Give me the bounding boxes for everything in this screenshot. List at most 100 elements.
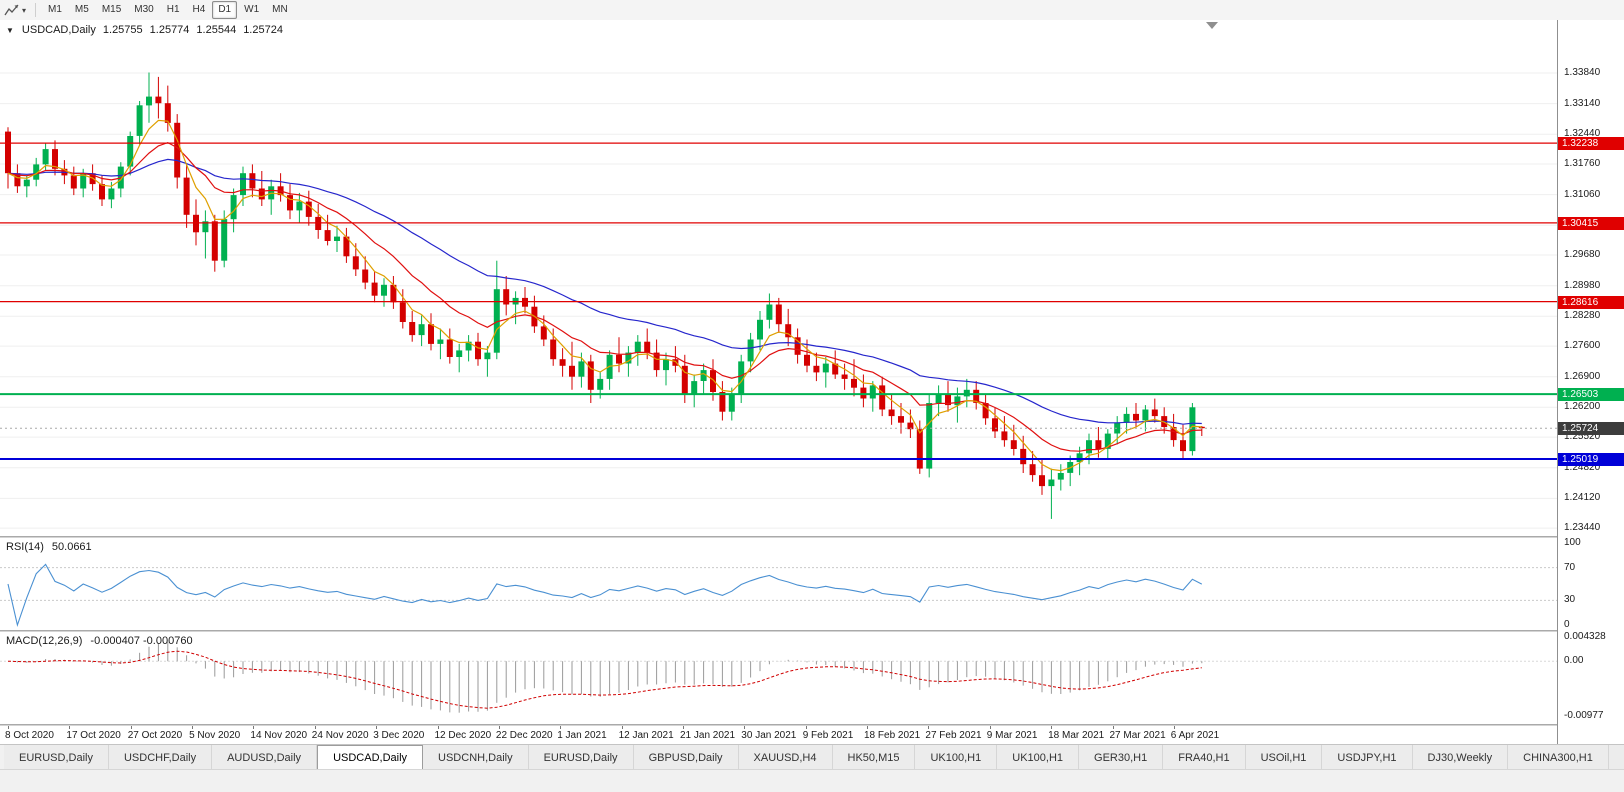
ma-line-fast[interactable] <box>7 119 1202 472</box>
chart-shift-marker-icon[interactable] <box>1206 22 1218 29</box>
candle-body <box>540 326 547 340</box>
macd-canvas[interactable] <box>0 632 1557 724</box>
symbol-tab-6-gbpusd-daily[interactable]: GBPUSD,Daily <box>633 745 739 770</box>
rsi-tick-label: 30 <box>1564 594 1576 606</box>
symbol-tab-11-ger30-h1[interactable]: GER30,H1 <box>1079 745 1164 770</box>
macd-label[interactable]: MACD(12,26,9) -0.000407 -0.000760 <box>6 635 193 647</box>
chevron-down-icon[interactable]: ▾ <box>22 5 27 15</box>
symbol-tab-0-eurusd-daily[interactable]: EURUSD,Daily <box>4 745 109 770</box>
panel-splitter[interactable] <box>0 536 1624 539</box>
candle-body <box>522 297 528 307</box>
candle-body <box>390 284 397 303</box>
symbol-tab-9-uk100-h1[interactable]: UK100,H1 <box>915 745 998 770</box>
rsi-panel[interactable]: RSI(14) 50.0661 <box>0 538 1557 630</box>
candle-body <box>146 96 152 106</box>
candle-body <box>945 394 951 406</box>
price-tick-label: 1.33840 <box>1564 67 1601 78</box>
candle-body <box>813 365 820 373</box>
price-tag-1-28616[interactable]: 1.28616 <box>1558 295 1624 309</box>
charts-icon-glyph <box>4 4 19 16</box>
candle-body <box>804 354 810 366</box>
symbol-tab-14-usdjpy-h1[interactable]: USDJPY,H1 <box>1322 745 1413 770</box>
symbol-tab-15-dj30-weekly[interactable]: DJ30,Weekly <box>1412 745 1509 770</box>
candle-body <box>14 173 21 187</box>
panel-splitter[interactable] <box>0 630 1624 633</box>
candle-body <box>230 195 237 220</box>
candle-body <box>728 394 735 412</box>
timeframe-button-m5[interactable]: M5 <box>74 4 89 15</box>
macd-tick-label: 0.00 <box>1564 655 1584 667</box>
time-tick <box>744 726 746 729</box>
candle-body <box>334 236 340 241</box>
ma-line-medium[interactable] <box>7 141 1202 452</box>
symbol-tab-3-usdcad-daily[interactable]: USDCAD,Daily <box>317 745 424 770</box>
symbol-tab-8-hk50-m15[interactable]: HK50,M15 <box>832 745 916 770</box>
timeframe-toolbar: ▾ M1 M5 M15 M30 H1 H4 D1 W1 MN <box>0 0 1624 21</box>
timeframe-button-w1[interactable]: W1 <box>244 4 260 15</box>
main-chart-canvas[interactable] <box>0 20 1557 536</box>
candle-body <box>305 201 312 217</box>
candle-body <box>249 173 256 189</box>
time-label: 17 Oct 2020 <box>66 730 121 741</box>
collapse-arrow-icon[interactable]: ▼ <box>6 25 14 35</box>
symbol-tab-7-xauusd-h4[interactable]: XAUUSD,H4 <box>738 745 833 770</box>
candle-body <box>775 304 782 325</box>
candle-body <box>493 289 500 353</box>
candle-body <box>559 359 566 366</box>
rsi-label[interactable]: RSI(14) 50.0661 <box>6 541 92 553</box>
timeframe-button-m1[interactable]: M1 <box>48 4 62 15</box>
charts-icon[interactable] <box>4 3 20 17</box>
time-label: 21 Jan 2021 <box>680 730 736 741</box>
symbol-tab-4-usdcnh-daily[interactable]: USDCNH,Daily <box>423 745 529 770</box>
timeframe-button-m15[interactable]: M15 <box>101 4 122 15</box>
symbol-tab-10-uk100-h1[interactable]: UK100,H1 <box>997 745 1080 770</box>
macd-panel[interactable]: MACD(12,26,9) -0.000407 -0.000760 <box>0 632 1557 724</box>
candle-body <box>42 149 49 165</box>
candle-body <box>381 284 387 296</box>
symbol-tab-16-china300-h1[interactable]: CHINA300,H1 <box>1508 745 1609 770</box>
main-chart-panel[interactable]: ▼ USDCAD,Daily 1.25755 1.25774 1.25544 1… <box>0 20 1557 536</box>
candle-body <box>963 389 970 397</box>
status-strip <box>0 769 1624 792</box>
candle-body <box>484 352 491 360</box>
time-tick <box>69 726 71 729</box>
candle-body <box>324 230 331 241</box>
symbol-tab-12-fra40-h1[interactable]: FRA40,H1 <box>1163 745 1246 770</box>
candle-body <box>794 337 801 355</box>
price-tick-label: 1.28980 <box>1564 279 1601 291</box>
price-axis[interactable]: 1.338401.331401.324401.317601.310601.303… <box>1557 20 1624 744</box>
panel-splitter[interactable] <box>0 724 1624 727</box>
ohlc-close: 1.25724 <box>243 24 283 36</box>
candle-body <box>1123 413 1130 423</box>
symbol-tab-5-eurusd-daily[interactable]: EURUSD,Daily <box>528 745 634 770</box>
candle-body <box>644 341 651 353</box>
time-axis[interactable]: 8 Oct 2020 17 Oct 2020 27 Oct 2020 5 Nov 20… <box>0 726 1557 744</box>
rsi-canvas[interactable] <box>0 538 1557 630</box>
ma-line-slow[interactable] <box>7 158 1202 425</box>
candle-body <box>597 378 604 390</box>
timeframe-button-h4[interactable]: H4 <box>192 4 206 15</box>
timeframe-button-h1[interactable]: H1 <box>166 4 180 15</box>
time-label: 6 Apr 2021 <box>1170 730 1220 741</box>
macd-signal-line[interactable] <box>7 650 1202 709</box>
timeframe-button-m30[interactable]: M30 <box>134 4 154 15</box>
candle-body <box>155 96 162 104</box>
symbol-tab-1-usdchf-daily[interactable]: USDCHF,Daily <box>108 745 213 770</box>
timeframe-button-d1[interactable]: D1 <box>212 1 238 19</box>
symbol-tab-2-audusd-daily[interactable]: AUDUSD,Daily <box>212 745 318 770</box>
timeframe-button-mn[interactable]: MN <box>272 4 288 15</box>
candle-body <box>681 365 688 395</box>
symbol-tab-13-usoil-h1[interactable]: USOil,H1 <box>1245 745 1323 770</box>
macd-name: MACD(12,26,9) <box>6 635 83 647</box>
price-tag-1-25019[interactable]: 1.25019 <box>1558 453 1624 466</box>
candle-body <box>409 322 416 336</box>
symbol-tab-17-u[interactable]: U <box>1608 745 1624 770</box>
price-tag-1-32238[interactable]: 1.32238 <box>1558 137 1624 151</box>
rsi-line[interactable] <box>7 563 1203 627</box>
price-tag-1-26503[interactable]: 1.26503 <box>1558 388 1624 402</box>
price-tag-1-30415[interactable]: 1.30415 <box>1558 216 1624 230</box>
price-tick-label: 1.23440 <box>1564 522 1601 534</box>
candle-body <box>418 324 425 336</box>
symbol-timeframe-label: USDCAD,Daily <box>21 24 96 36</box>
